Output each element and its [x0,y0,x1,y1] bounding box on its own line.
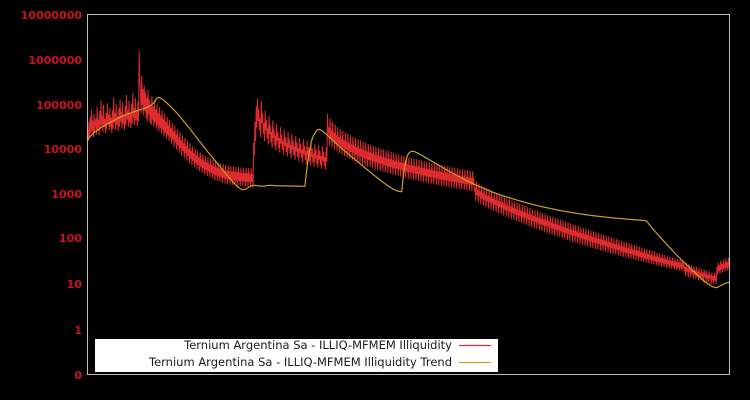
legend-label-illiquidity: Ternium Argentina Sa - ILLIQ-MFMEM Illiq… [183,338,452,352]
axis-frame [87,14,730,375]
y-tick-label: 100000 [36,99,82,112]
y-tick-label: 0 [74,369,82,382]
y-tick-label: 1000 [51,188,82,201]
y-tick-label: 10000000 [21,9,83,22]
series-line-illiquidity-trend [86,96,730,289]
y-tick-label: 1000000 [28,54,82,67]
y-tick-label: 1 [74,324,82,337]
legend: Ternium Argentina Sa - ILLIQ-MFMEM Illiq… [95,338,498,372]
series-group [86,51,730,289]
y-tick-label: 10 [67,278,83,291]
y-axis-tick-labels: 10000000 1000000 100000 10000 1000 100 1… [21,9,83,382]
plot-border [87,14,730,375]
y-tick-label: 10000 [44,143,83,156]
y-tick-label: 100 [59,232,82,245]
legend-background [95,339,498,372]
legend-label-illiquidity-trend: Ternium Argentina Sa - ILLIQ-MFMEM Illiq… [148,355,452,369]
plot-area-background [87,14,729,374]
series-line-illiquidity [86,51,730,285]
